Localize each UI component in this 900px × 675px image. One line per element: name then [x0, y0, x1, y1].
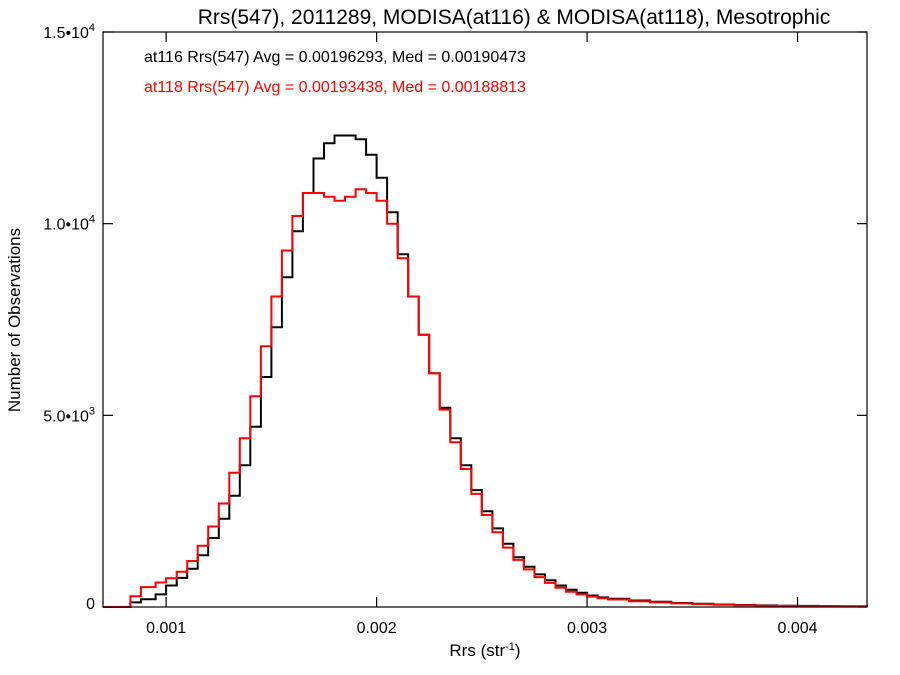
- y-tick-label: 0: [86, 596, 95, 613]
- chart-title: Rrs(547), 2011289, MODISA(at116) & MODIS…: [198, 6, 831, 29]
- x-tick-label: 0.002: [357, 620, 397, 637]
- plot-frame: [102, 31, 868, 608]
- annotation-at116: at116 Rrs(547) Avg = 0.00196293, Med = 0…: [144, 49, 526, 66]
- x-tick-label: 0.003: [567, 620, 607, 637]
- y-tick-label: 1.5•104: [43, 22, 95, 42]
- x-tick-label: 0.004: [778, 620, 818, 637]
- x-axis-label-close: ): [515, 641, 521, 660]
- x-axis-label: Rrs (str-1): [449, 641, 520, 660]
- x-tick-label: 0.001: [146, 620, 186, 637]
- y-tick-label: 1.0•104: [43, 214, 95, 234]
- y-tick-label: 5.0•103: [43, 405, 95, 425]
- series-line-at118: [103, 188, 868, 608]
- x-axis-label-superscript: -1: [505, 641, 515, 653]
- plot-series-group: [103, 134, 868, 608]
- x-axis-label-text: Rrs (str: [449, 641, 505, 660]
- annotation-at118: at118 Rrs(547) Avg = 0.00193438, Med = 0…: [144, 79, 526, 96]
- y-axis-label: Number of Observations: [5, 228, 24, 412]
- axis-ticks-group: 0.001 0.002 0.003 0.004 0 5.0•103 1.0•104 1.5•1…: [43, 22, 867, 637]
